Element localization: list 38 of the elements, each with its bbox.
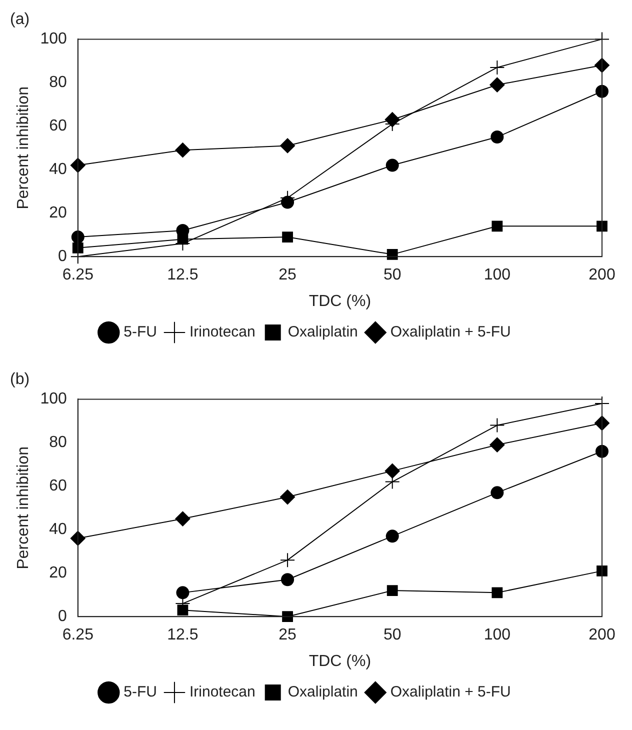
y-tick-label: 80 <box>49 434 67 452</box>
legend-label: Irinotecan <box>189 324 256 341</box>
x-tick-label: 50 <box>383 266 402 284</box>
x-tick-label: 200 <box>588 266 616 284</box>
legend-label: Oxaliplatin <box>288 324 358 341</box>
y-axis-title: Percent inhibition <box>15 446 32 570</box>
x-tick-label: 50 <box>383 626 402 644</box>
x-tick-label: 100 <box>484 266 511 284</box>
chart-title: (a) <box>10 11 30 28</box>
y-tick-label: 100 <box>40 30 67 48</box>
y-tick-label: 80 <box>49 74 67 92</box>
legend-label: 5-FU <box>124 324 157 341</box>
y-tick-label: 40 <box>49 521 67 538</box>
x-axis-title: TDC (%) <box>308 652 372 670</box>
legend-label: Oxaliplatin <box>288 684 358 701</box>
legend-label: Oxaliplatin + 5-FU <box>390 324 511 341</box>
x-tick-label: 12.5 <box>167 266 198 284</box>
x-tick-label: 6.25 <box>62 266 94 284</box>
y-tick-label: 40 <box>49 161 67 178</box>
y-tick-label: 60 <box>49 118 67 135</box>
x-tick-label: 25 <box>278 266 297 284</box>
chart-title: (b) <box>10 371 30 388</box>
y-tick-label: 60 <box>49 478 67 495</box>
x-tick-label: 12.5 <box>167 626 198 644</box>
x-tick-label: 25 <box>278 626 297 644</box>
legend-label: 5-FU <box>124 684 157 701</box>
x-tick-label: 100 <box>484 626 511 644</box>
y-tick-label: 20 <box>49 564 67 582</box>
legend-label: Oxaliplatin + 5-FU <box>390 684 511 701</box>
x-tick-label: 200 <box>588 626 616 644</box>
y-tick-label: 100 <box>40 390 67 408</box>
y-tick-label: 0 <box>58 608 67 626</box>
y-tick-label: 0 <box>58 248 67 266</box>
legend-label: Irinotecan <box>189 684 256 701</box>
y-tick-label: 20 <box>49 204 67 222</box>
x-tick-label: 6.25 <box>62 626 94 644</box>
y-axis-title: Percent inhibition <box>15 86 32 210</box>
x-axis-title: TDC (%) <box>308 292 372 310</box>
